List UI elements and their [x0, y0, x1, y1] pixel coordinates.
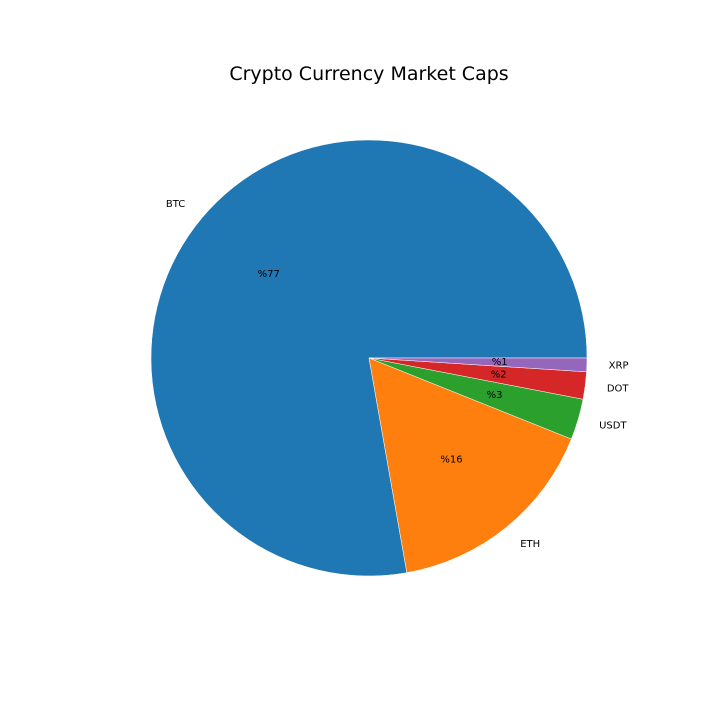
percent-label-eth: %16 — [440, 455, 462, 466]
pie-labels: BTC %77 ETH %16 USDT %3 DOT %2 XRP %1 — [166, 199, 630, 550]
percent-label-xrp: %1 — [492, 357, 508, 368]
pie-slice-eth — [368, 357, 572, 573]
slice-label-xrp: XRP — [609, 361, 629, 372]
chart-title: Crypto Currency Market Caps — [229, 63, 508, 85]
percent-label-btc: %77 — [258, 269, 280, 280]
percent-label-usdt: %3 — [487, 390, 503, 401]
percent-label-dot: %2 — [491, 370, 507, 381]
slice-label-btc: BTC — [166, 199, 185, 210]
pie-slice-xrp — [368, 357, 588, 373]
slice-label-usdt: USDT — [599, 421, 627, 432]
slice-label-eth: ETH — [520, 539, 540, 550]
slice-label-dot: DOT — [607, 383, 630, 394]
pie-slices — [150, 139, 588, 577]
